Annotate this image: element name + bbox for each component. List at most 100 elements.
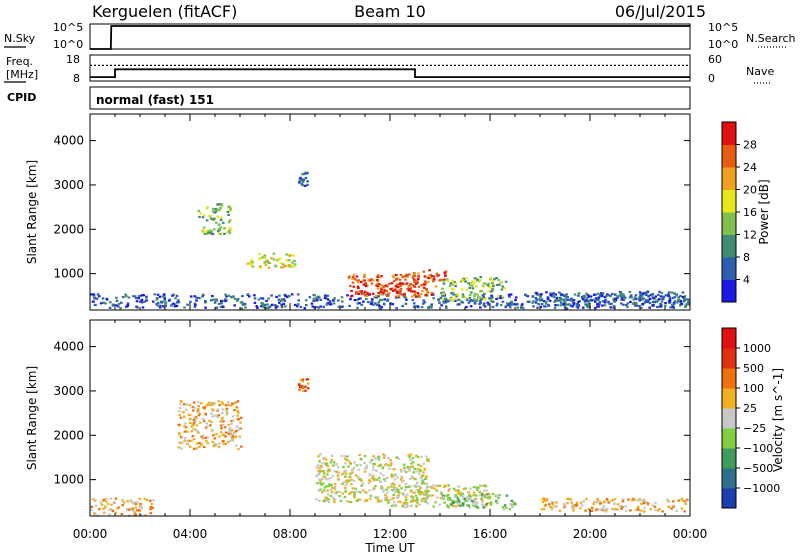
velocity-echo-cell [195,447,198,450]
power-echo-cell [647,294,651,297]
power-echo-cell [658,305,661,308]
velocity-echo-cell [328,483,331,486]
velocity-echo-cell [322,457,325,461]
power-echo-cell [171,294,174,297]
velocity-echo-cell [353,492,356,495]
velocity-echo-cell [376,500,380,503]
power-echo-cell [675,293,678,296]
power-colorbar-swatch [722,122,736,145]
power-echo-cell [642,297,646,300]
power-echo-cell [414,282,418,285]
velocity-echo-cell [466,496,470,499]
velocity-echo-cell [377,458,381,461]
power-echo-cell [616,295,620,298]
velocity-echo-cell [402,494,406,497]
velocity-echo-cell [397,500,401,503]
velocity-echo-cell [420,499,423,502]
power-echo-cell [423,283,426,286]
power-echo-cell [381,291,385,294]
velocity-echo-cell [349,462,352,465]
velocity-echo-layer [90,378,690,516]
power-echo-cell [142,294,145,297]
velocity-echo-cell [322,470,325,473]
velocity-echo-cell [230,435,233,438]
power-echo-cell [223,232,226,235]
power-echo-cell [464,280,467,283]
velocity-echo-cell [436,484,440,487]
velocity-echo-cell [206,425,209,428]
power-echo-cell [385,290,388,293]
power-echo-cell [339,305,342,308]
power-echo-cell [395,295,398,298]
velocity-echo-cell [373,477,376,480]
velocity-echo-cell [363,470,367,473]
power-echo-cell [370,298,374,301]
power-echo-cell [531,295,535,298]
power-echo-cell [619,293,623,296]
velocity-echo-cell [121,499,124,502]
velocity-echo-cell [355,464,359,467]
power-echo-cell [228,226,232,229]
power-echo-cell [205,232,209,235]
velocity-echo-cell [191,406,195,409]
velocity-echo-cell [415,454,418,457]
velocity-echo-cell [222,439,225,443]
power-echo-cell [380,284,384,287]
power-echo-cell [367,278,370,281]
velocity-echo-cell [423,467,426,470]
velocity-echo-cell [377,464,380,468]
power-echo-cell [478,302,481,306]
power-echo-cell [312,299,316,302]
power-echo-cell [544,301,548,304]
power-echo-cell [656,299,660,303]
power-echo-cell [398,283,401,286]
power-echo-layer [90,171,690,310]
velocity-echo-cell [182,411,185,414]
power-echo-cell [542,305,546,308]
power-echo-cell [401,293,404,296]
power-echo-cell [266,303,269,306]
power-echo-cell [596,305,599,308]
power-echo-cell [641,298,644,301]
power-ytick-label: 1000 [53,267,84,281]
velocity-colorbar-swatch [722,468,736,489]
power-echo-cell [401,276,405,279]
velocity-echo-cell [219,431,223,434]
power-echo-cell [232,295,235,298]
power-echo-cell [208,214,211,217]
nsky-series-line [90,25,690,50]
velocity-echo-cell [221,408,224,411]
velocity-echo-cell [232,432,236,435]
velocity-colorbar-swatch [722,408,736,429]
velocity-echo-cell [193,428,197,431]
velocity-echo-cell [387,464,390,467]
velocity-echo-cell [390,485,393,488]
velocity-echo-cell [408,468,411,471]
velocity-echo-cell [483,495,487,498]
velocity-echo-cell [319,482,322,485]
velocity-echo-cell [368,489,371,492]
power-echo-cell [668,298,672,301]
velocity-echo-cell [348,461,352,464]
velocity-echo-cell [390,498,393,501]
velocity-echo-cell [595,508,599,511]
power-echo-cell [140,301,144,304]
power-echo-cell [606,293,609,296]
velocity-echo-cell [461,504,465,507]
power-echo-cell [360,292,364,295]
velocity-echo-cell [183,439,186,442]
power-echo-cell [476,293,479,296]
power-echo-cell [446,279,450,283]
velocity-echo-cell [348,492,351,495]
velocity-echo-cell [206,442,210,445]
velocity-echo-cell [210,429,213,433]
nave-tick-bottom: 0 [708,72,715,85]
power-echo-cell [264,306,268,309]
velocity-echo-cell [188,421,192,424]
power-echo-cell [422,270,426,273]
power-echo-cell [671,305,675,308]
power-echo-cell [448,284,452,287]
velocity-echo-cell [423,478,427,481]
velocity-echo-cell [458,504,462,507]
